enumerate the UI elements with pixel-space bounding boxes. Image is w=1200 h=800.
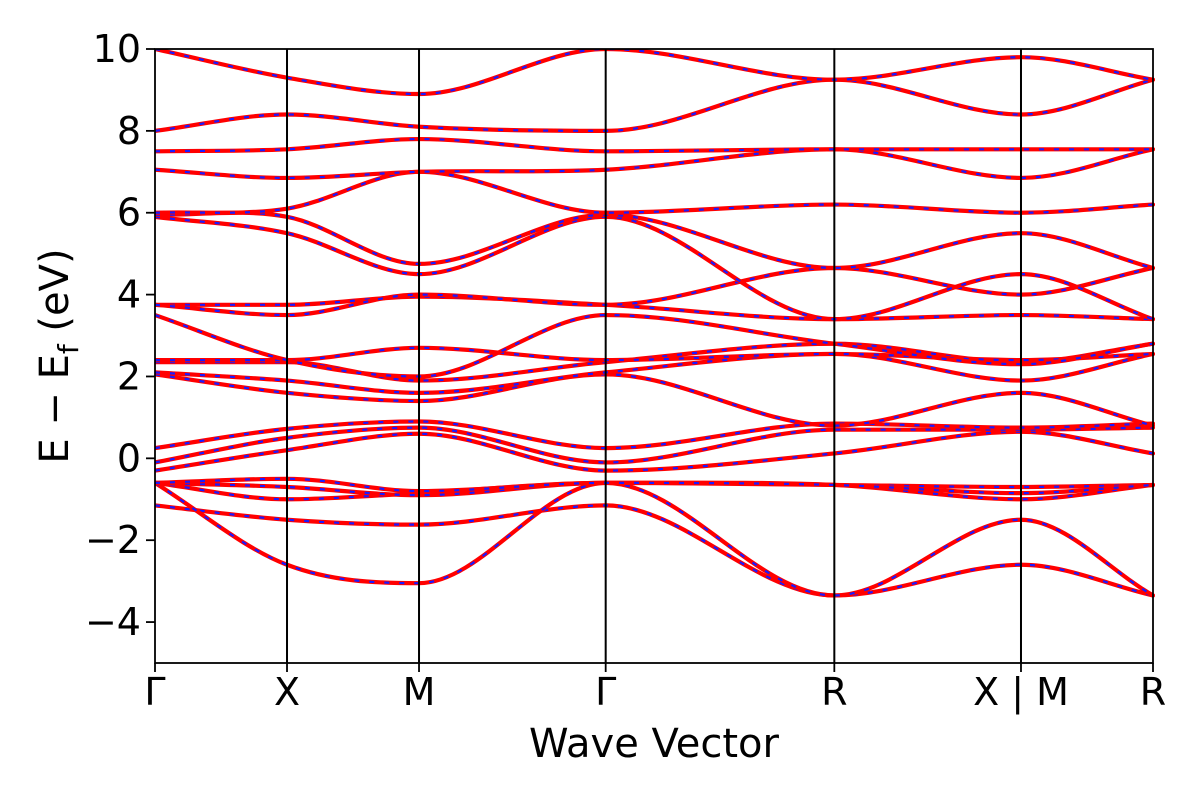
band-19-line: [155, 147, 1155, 181]
band-6-dashed-line: [155, 430, 1154, 472]
x-tick-label: R: [1140, 670, 1166, 714]
band-5: [155, 476, 1155, 496]
y-tick-label: 8: [117, 109, 141, 153]
band-1-line: [155, 503, 1155, 598]
kpoint-lines: [286, 49, 1022, 663]
band-22-line: [155, 49, 1155, 97]
band-18: [155, 169, 1155, 215]
y-tick-label: 6: [117, 191, 141, 235]
x-tick-label: Γ: [595, 670, 616, 714]
band-5-dashed-line: [155, 477, 1154, 495]
y-tick-label: 0: [117, 436, 141, 480]
band-1-dashed-line: [155, 504, 1154, 597]
band-21-line: [155, 77, 1155, 133]
band-20-line: [155, 136, 1155, 154]
band-19-dashed-line: [155, 148, 1154, 180]
y-axis-title-sub: f: [52, 343, 85, 354]
y-tick-label: 4: [117, 273, 141, 317]
band-15-dashed-line: [155, 266, 1154, 317]
y-ticks: −4 −2 0 2 4 6 8 10: [85, 27, 155, 644]
x-tick-label: R: [821, 670, 847, 714]
band-12-line: [155, 345, 1155, 363]
y-tick-label: 2: [117, 354, 141, 398]
band-2-dashed-line: [155, 481, 1154, 597]
y-tick-label: 10: [93, 27, 141, 71]
band-8: [155, 419, 1155, 451]
x-ticks: Γ X M Γ R X | M R: [144, 663, 1166, 715]
band-16: [155, 214, 1155, 322]
plot-frame: [154, 48, 1154, 664]
band-21-dashed-line: [155, 78, 1154, 132]
band-19: [155, 147, 1155, 181]
band-10: [155, 351, 1155, 395]
band-9-dashed-line: [155, 373, 1154, 427]
band-1: [155, 503, 1155, 598]
y-axis-title: E − Ef (eV): [32, 248, 85, 463]
band-13-line: [155, 312, 1155, 379]
band-16-line: [155, 214, 1155, 322]
x-axis-title: Wave Vector: [529, 721, 780, 767]
band-22: [155, 49, 1155, 97]
band-10-dashed-line: [155, 352, 1154, 394]
band-15: [155, 265, 1155, 318]
band-18-dashed-line: [155, 170, 1154, 214]
bands-layer: [155, 49, 1155, 598]
x-tick-label: X: [274, 670, 300, 714]
band-20-dashed-line: [155, 137, 1153, 153]
band-20: [155, 136, 1155, 154]
band-13: [155, 312, 1155, 379]
band-6: [155, 429, 1155, 473]
band-9: [155, 372, 1155, 428]
band-12: [155, 345, 1155, 363]
x-tick-label: Γ: [144, 670, 165, 714]
band-8-dashed-line: [155, 420, 1154, 450]
band-21: [155, 77, 1155, 133]
x-tick-label: X | M: [973, 670, 1069, 715]
y-axis-title-unit: (eV): [32, 248, 78, 344]
x-tick-label: M: [403, 670, 436, 714]
y-tick-label: −2: [85, 518, 141, 562]
y-axis-title-main: E − E: [32, 354, 78, 464]
y-tick-label: −4: [85, 600, 141, 644]
